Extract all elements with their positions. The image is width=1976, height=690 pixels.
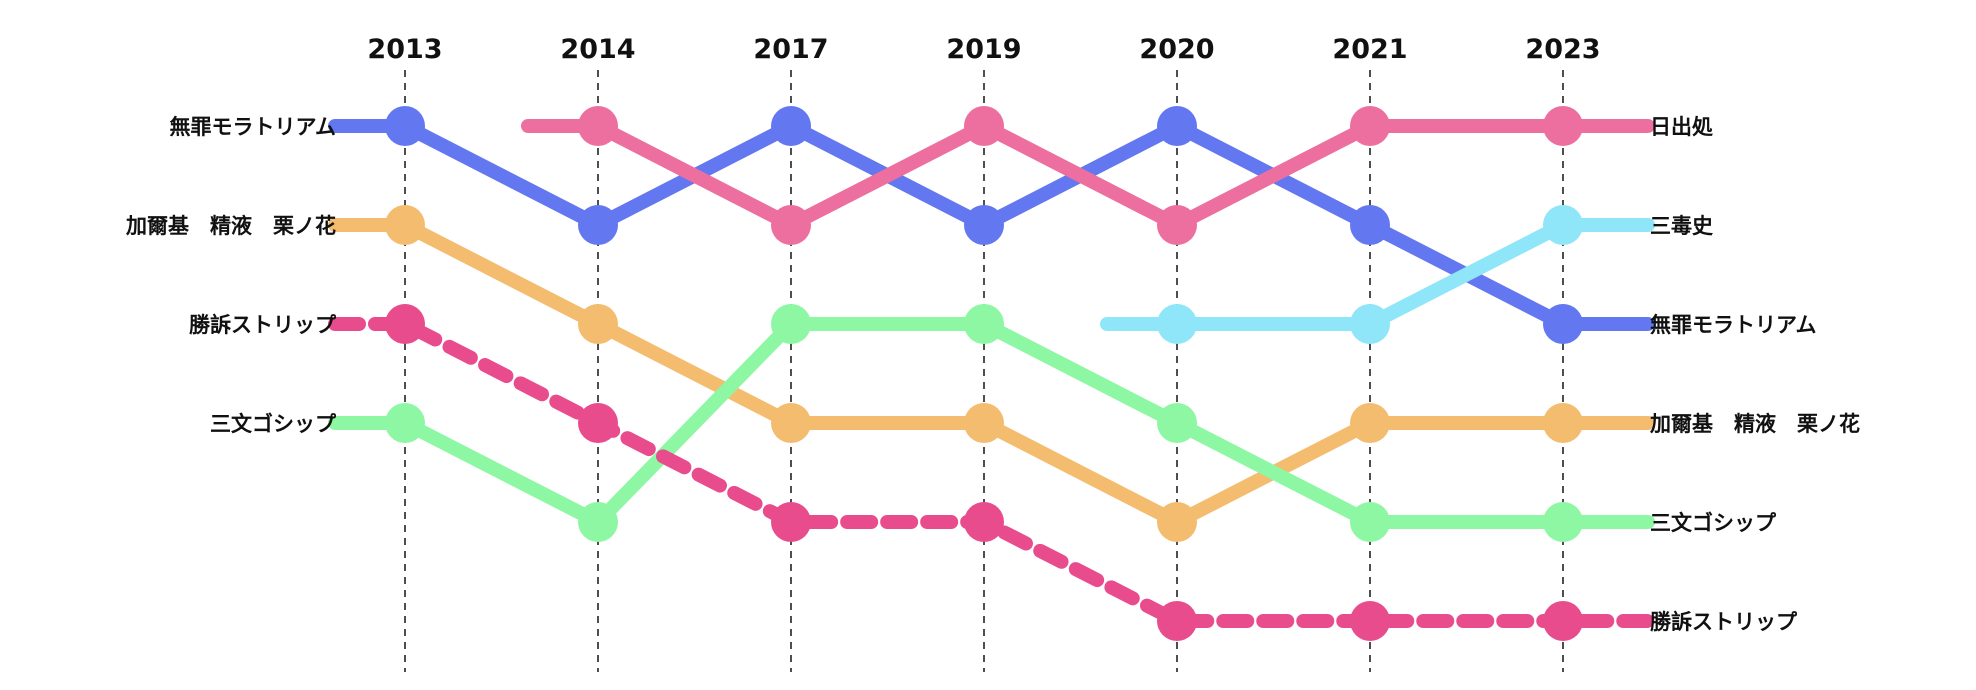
data-point	[1350, 601, 1390, 641]
year-label: 2020	[1139, 34, 1214, 65]
year-labels: 2013 2014 2017 2019 2020 2021 2023	[367, 34, 1600, 65]
data-point	[1157, 205, 1197, 245]
right-label: 無罪モラトリアム	[1650, 313, 1817, 337]
right-label: 日出処	[1650, 115, 1714, 139]
data-point	[578, 205, 618, 245]
data-point	[578, 502, 618, 542]
right-label: 三文ゴシップ	[1650, 511, 1777, 535]
data-point	[1157, 403, 1197, 443]
data-point	[385, 403, 425, 443]
year-label: 2014	[560, 34, 635, 65]
data-point	[1543, 106, 1583, 146]
data-point	[771, 304, 811, 344]
data-point	[771, 403, 811, 443]
series-4	[328, 304, 1655, 641]
data-point	[1543, 205, 1583, 245]
data-point	[578, 403, 618, 443]
data-point	[578, 304, 618, 344]
right-label: 三毒史	[1650, 214, 1714, 238]
data-point	[1157, 502, 1197, 542]
data-point	[1157, 106, 1197, 146]
data-point	[771, 205, 811, 245]
data-point	[964, 205, 1004, 245]
data-point	[1350, 205, 1390, 245]
data-point	[964, 502, 1004, 542]
series-1	[521, 106, 1655, 245]
data-point	[1350, 304, 1390, 344]
data-point	[1350, 403, 1390, 443]
data-point	[1350, 502, 1390, 542]
data-point	[385, 205, 425, 245]
series-0	[328, 106, 1655, 344]
left-label: 無罪モラトリアム	[169, 115, 336, 139]
year-label: 2023	[1525, 34, 1600, 65]
data-point	[385, 106, 425, 146]
left-label: 勝訴ストリップ	[189, 313, 337, 337]
data-point	[1350, 106, 1390, 146]
year-label: 2017	[753, 34, 828, 65]
data-point	[1543, 403, 1583, 443]
series-3	[328, 304, 1655, 542]
data-point	[771, 502, 811, 542]
year-label: 2019	[946, 34, 1021, 65]
right-label: 加爾基 精液 栗ノ花	[1649, 412, 1860, 436]
year-guides	[404, 70, 1564, 672]
series-layer	[328, 106, 1655, 641]
data-point	[1543, 304, 1583, 344]
data-point	[771, 106, 811, 146]
series-line	[328, 317, 1655, 628]
left-label: 加爾基 精液 栗ノ花	[125, 214, 336, 238]
series-2	[328, 205, 1655, 542]
data-point	[578, 106, 618, 146]
data-point	[385, 304, 425, 344]
data-point	[964, 304, 1004, 344]
data-point	[1543, 601, 1583, 641]
series-5	[1100, 205, 1655, 344]
data-point	[1157, 601, 1197, 641]
data-point	[1157, 304, 1197, 344]
left-label: 三文ゴシップ	[210, 412, 337, 436]
year-label: 2021	[1332, 34, 1407, 65]
data-point	[964, 403, 1004, 443]
data-point	[1543, 502, 1583, 542]
right-label: 勝訴ストリップ	[1650, 610, 1798, 634]
data-point	[964, 106, 1004, 146]
series-line	[521, 118, 1655, 233]
year-label: 2013	[367, 34, 442, 65]
